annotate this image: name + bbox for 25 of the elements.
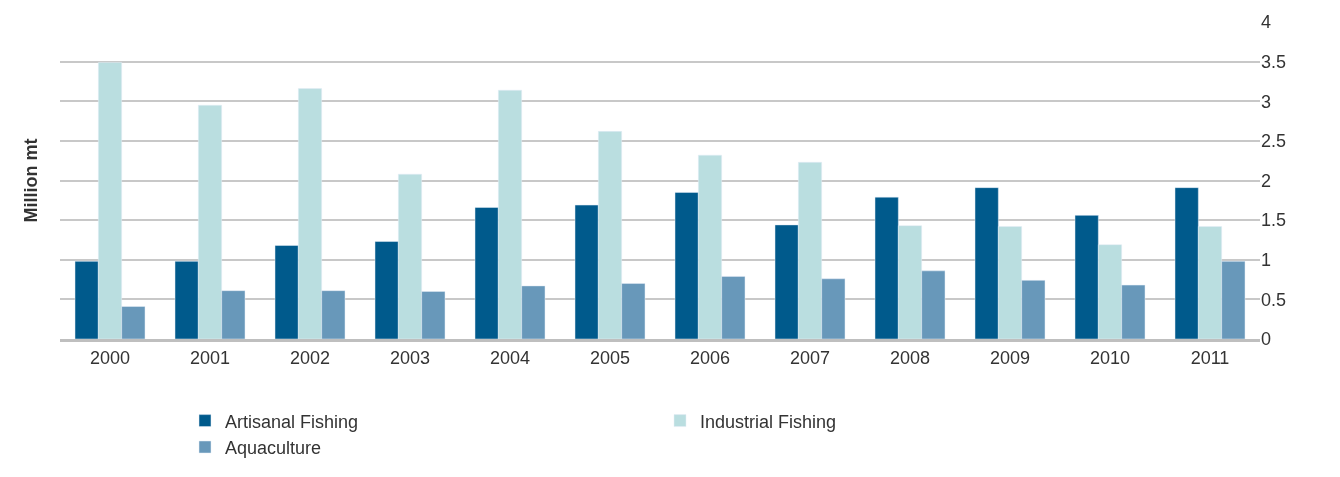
y-tick-label: 0.5 <box>1261 289 1287 310</box>
x-tick-label: 2003 <box>389 347 431 368</box>
y-tick-label: 3 <box>1261 91 1272 112</box>
legend-label: Industrial Fishing <box>700 411 837 432</box>
y-tick-label: 2.5 <box>1261 131 1287 152</box>
y-tick-label: 4 <box>1261 12 1272 33</box>
x-tick-label: 2001 <box>189 347 231 368</box>
x-tick-label: 2011 <box>1190 347 1230 368</box>
x-tick-label: 2009 <box>989 347 1031 368</box>
y-tick-label: 1 <box>1261 250 1272 271</box>
y-tick-label: 2 <box>1261 170 1272 191</box>
y-tick-label: 3.5 <box>1261 51 1287 72</box>
x-tick-label: 2002 <box>289 347 331 368</box>
legend-label: Aquaculture <box>225 438 322 459</box>
y-tick-label: 0 <box>1261 329 1272 350</box>
x-tick-label: 2007 <box>789 347 831 368</box>
x-tick-label: 2004 <box>489 347 531 368</box>
x-tick-label: 2000 <box>89 347 131 368</box>
x-tick-label: 2006 <box>689 347 731 368</box>
x-tick-label: 2010 <box>1089 347 1131 368</box>
x-tick-label: 2008 <box>889 347 931 368</box>
y-tick-label: 1.5 <box>1261 210 1287 231</box>
x-tick-label: 2005 <box>589 347 631 368</box>
legend-label: Artisanal Fishing <box>225 411 359 432</box>
y-axis-title: Million mt <box>20 138 41 223</box>
